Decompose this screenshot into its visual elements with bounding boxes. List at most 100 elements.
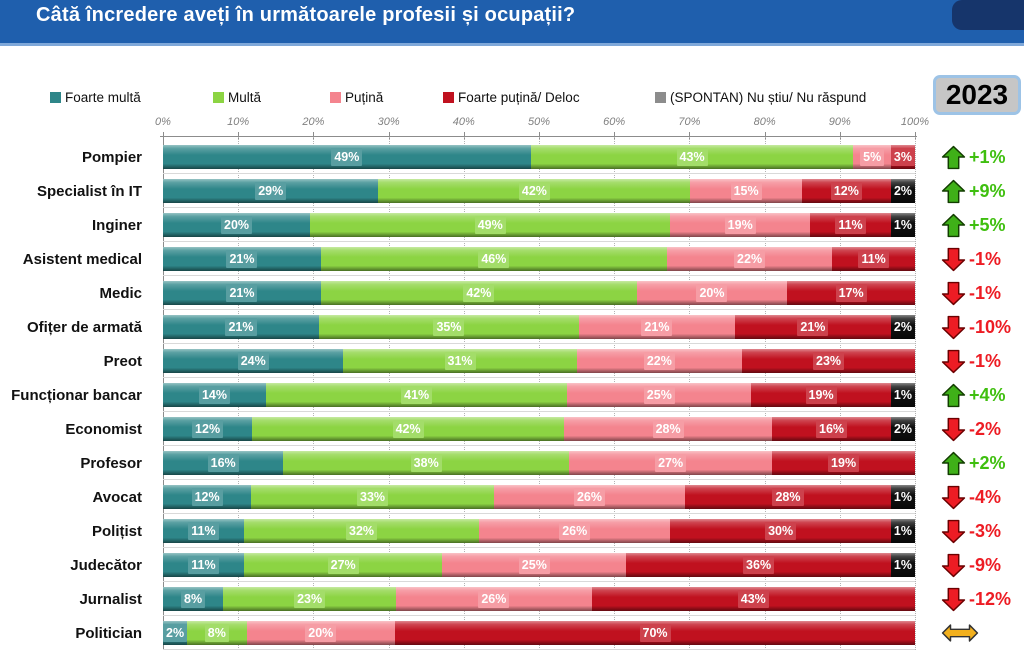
category-label: Asistent medical	[22, 250, 142, 268]
change-indicator: -2%	[915, 412, 1024, 446]
table-row: Pompier 49% 43% 5% 3% +1%	[0, 140, 1024, 174]
bar-segment: 23%	[742, 349, 915, 373]
change-value: -3%	[969, 520, 1002, 541]
table-row: Inginer 20% 49% 19% 11% 1% +5%	[0, 208, 1024, 242]
bar-value-label: 23%	[813, 351, 845, 371]
bar-value-label: 49%	[474, 215, 506, 235]
bar-segment: 42%	[378, 179, 691, 203]
axis-tick	[163, 132, 164, 140]
table-row: Medic 21% 42% 20% 17% -1%	[0, 276, 1024, 310]
category-label: Funcționar bancar	[11, 386, 142, 404]
axis-tick	[689, 132, 691, 140]
axis-tick-label: 80%	[753, 116, 776, 128]
bar-value-label: 12%	[192, 419, 224, 439]
bar-segment: 49%	[310, 213, 671, 237]
stacked-bar: 24% 31% 22% 23%	[163, 349, 915, 373]
bar-value-label: 28%	[772, 487, 804, 507]
category-label: Economist	[65, 420, 142, 438]
legend-label: Puțină	[345, 90, 384, 105]
bar-value-label: 15%	[730, 181, 762, 201]
axis-tick-label: 40%	[452, 116, 475, 128]
stacked-bar: 29% 42% 15% 12% 2%	[163, 179, 916, 203]
bar-segment: 30%	[670, 519, 891, 543]
bar-segment: 19%	[772, 451, 915, 475]
bar-value-label: 19%	[724, 215, 756, 235]
stacked-bar: 21% 42% 20% 17%	[163, 281, 916, 305]
bar-segment: 20%	[246, 621, 396, 645]
bar-value-label: 25%	[518, 555, 550, 575]
trend-down-icon	[941, 315, 966, 339]
trend-down-icon	[941, 247, 966, 271]
legend-item: (SPONTAN) Nu știu/ Nu răspund	[655, 90, 866, 105]
stacked-bar: 8% 23% 26% 43%	[163, 587, 915, 611]
bar-segment: 46%	[320, 247, 667, 271]
legend-label: Foarte multă	[65, 90, 141, 105]
bar-segment: 42%	[320, 281, 637, 305]
legend-item: Foarte puțină/ Deloc	[443, 90, 580, 105]
bar-value-label: 21%	[225, 317, 257, 337]
bar-segment: 42%	[252, 417, 565, 441]
table-row: Politician 2% 8% 20% 70%	[0, 616, 1024, 650]
axis-tick-label: 20%	[302, 116, 325, 128]
bar-value-label: 26%	[478, 589, 510, 609]
bar-value-label: 5%	[860, 147, 885, 167]
bar-segment: 20%	[163, 213, 311, 237]
change-indicator: -3%	[915, 514, 1024, 548]
axis-tick	[614, 132, 616, 140]
bar-value-label: 19%	[828, 453, 860, 473]
axis-tick-label: 0%	[155, 116, 171, 128]
bar-track: 24% 31% 22% 23%	[163, 344, 915, 378]
category-label: Jurnalist	[79, 590, 142, 608]
legend-swatch-icon	[330, 92, 341, 103]
bar-value-label: 27%	[327, 555, 359, 575]
x-axis-labels: 0% 10% 20% 30% 40% 50% 60% 70% 80% 90% 100%	[0, 116, 1024, 130]
year-badge: 2023	[933, 75, 1021, 115]
bar-track: 21% 35% 21% 21% 2%	[163, 310, 915, 344]
bar-segment: 15%	[690, 179, 802, 203]
bar-segment: 12%	[163, 485, 252, 509]
bar-track: 49% 43% 5% 3%	[163, 140, 915, 174]
bar-value-label: 42%	[463, 283, 495, 303]
bar-track: 14% 41% 25% 19% 1%	[163, 378, 915, 412]
stacked-bar: 16% 38% 27% 19%	[163, 451, 915, 475]
bar-value-label: 11%	[858, 249, 889, 269]
bar-segment: 5%	[853, 145, 891, 169]
category-label: Judecător	[70, 556, 142, 574]
stacked-bar: 21% 46% 22% 11%	[163, 247, 915, 271]
bar-value-label: 42%	[392, 419, 424, 439]
category-label: Politician	[75, 624, 142, 642]
bar-value-label: 42%	[518, 181, 550, 201]
bar-value-label: 70%	[639, 623, 671, 643]
bar-value-label: 16%	[816, 419, 848, 439]
bar-value-label: 2%	[893, 183, 913, 198]
table-row: Economist 12% 42% 28% 16% 2% -2%	[0, 412, 1024, 446]
table-row: Polițist 11% 32% 26% 30% 1% -3%	[0, 514, 1024, 548]
change-indicator: -1%	[915, 242, 1024, 276]
category-label: Polițist	[91, 522, 142, 540]
bar-track: 21% 46% 22% 11%	[163, 242, 915, 276]
gridline	[915, 137, 916, 650]
bar-value-label: 1%	[893, 523, 912, 538]
bar-value-label: 11%	[188, 555, 219, 575]
bar-track: 12% 33% 26% 28% 1%	[163, 480, 915, 514]
bar-value-label: 16%	[207, 453, 239, 473]
category-label: Inginer	[91, 216, 142, 234]
bar-track: 16% 38% 27% 19%	[163, 446, 915, 480]
category-label: Preot	[103, 352, 142, 370]
bar-value-label: 21%	[797, 317, 829, 337]
bar-value-label: 20%	[221, 215, 253, 235]
change-value: -1%	[969, 350, 1002, 371]
trend-down-icon	[941, 519, 966, 543]
bar-value-label: 12%	[830, 181, 862, 201]
bar-segment: 2%	[890, 179, 916, 203]
bar-segment: 36%	[626, 553, 891, 577]
bar-value-label: 43%	[676, 147, 708, 167]
bar-segment: 31%	[343, 349, 577, 373]
bar-segment: 16%	[163, 451, 284, 475]
bar-segment: 3%	[890, 145, 915, 169]
bar-segment: 12%	[801, 179, 891, 203]
stacked-bar: 2% 8% 20% 70%	[163, 621, 915, 645]
bar-value-label: 36%	[743, 555, 775, 575]
bar-segment: 19%	[670, 213, 811, 237]
